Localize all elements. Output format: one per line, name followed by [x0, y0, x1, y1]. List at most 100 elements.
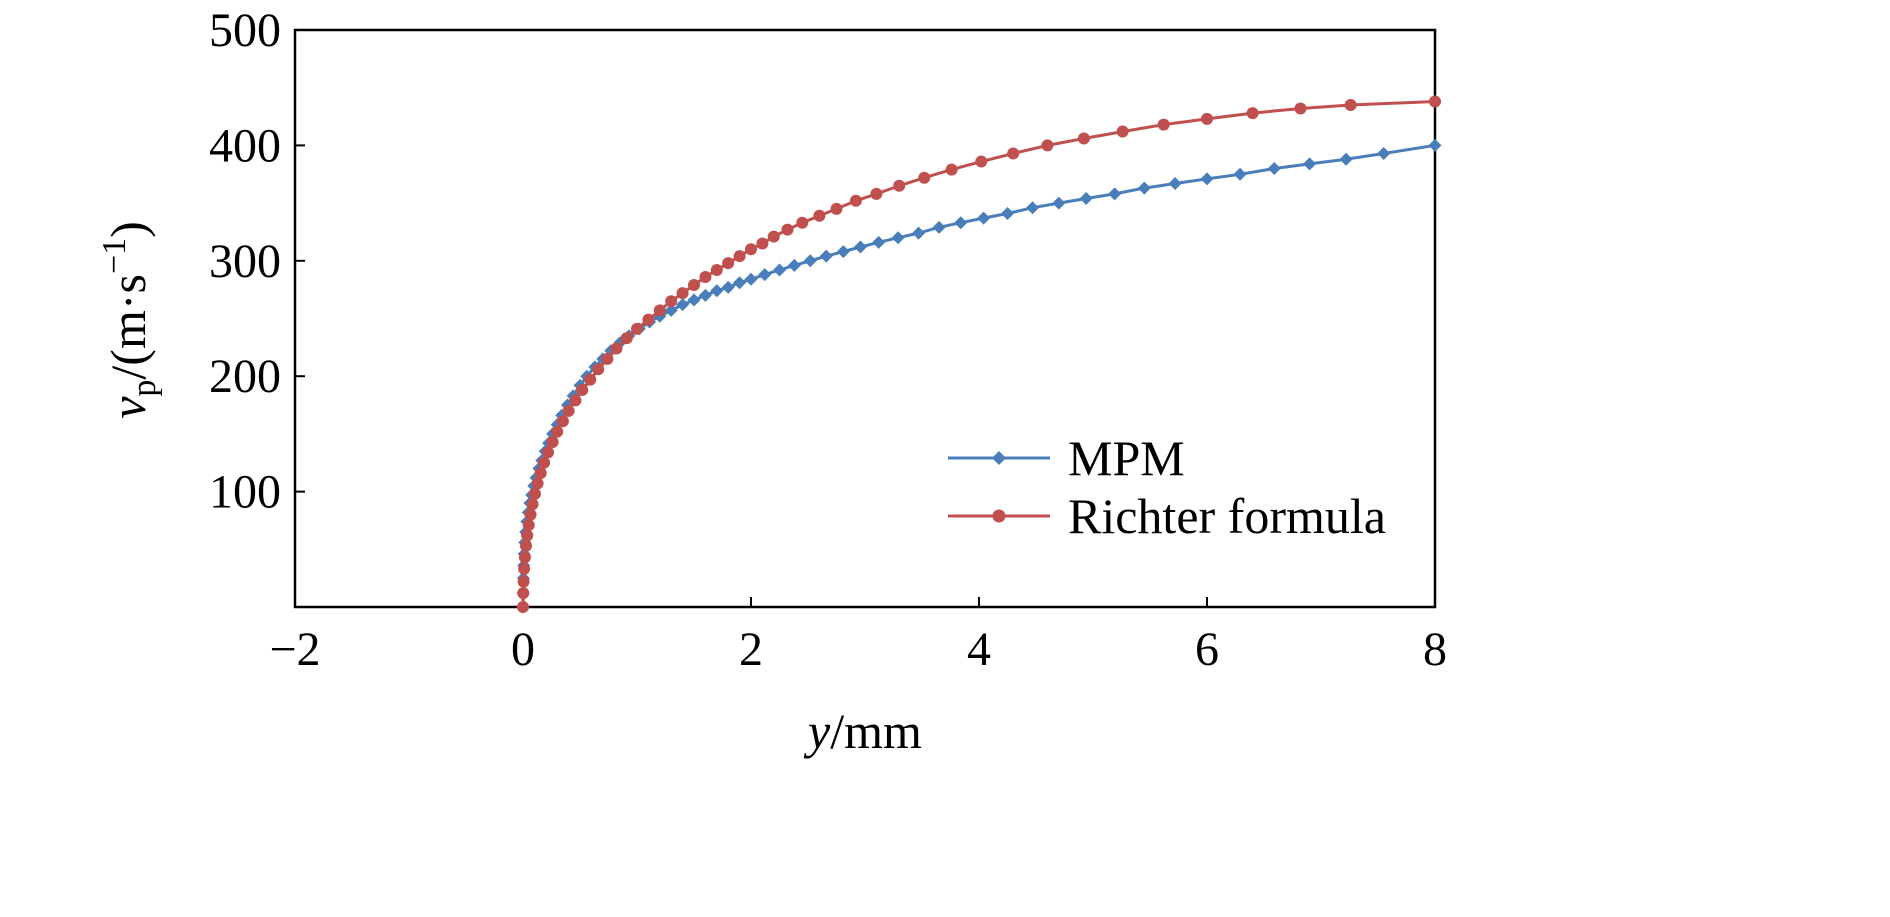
data-point-mpm: [803, 254, 817, 268]
data-point-richter-formula: [813, 209, 826, 222]
y-axis-sub: p: [126, 380, 163, 397]
legend-marker-richter: [992, 509, 1006, 523]
x-axis-unit: /mm: [830, 703, 922, 759]
y-tick-label: 300: [209, 235, 281, 288]
x-tick-label: 4: [967, 623, 991, 676]
data-point-richter-formula: [975, 155, 988, 168]
data-point-richter-formula: [1294, 102, 1307, 115]
data-point-richter-formula: [699, 270, 712, 283]
data-point-richter-formula: [542, 446, 555, 459]
data-point-mpm: [1001, 206, 1014, 220]
data-point-mpm: [1108, 187, 1122, 201]
data-point-richter-formula: [631, 322, 643, 335]
data-point-richter-formula: [601, 352, 614, 365]
data-point-richter-formula: [519, 539, 532, 552]
data-point-richter-formula: [534, 467, 547, 480]
data-point-mpm: [1137, 181, 1151, 195]
data-point-richter-formula: [517, 587, 530, 600]
data-point-richter-formula: [796, 216, 809, 229]
data-point-richter-formula: [518, 551, 531, 564]
data-point-mpm: [721, 280, 735, 294]
data-point-mpm: [1233, 167, 1247, 181]
data-point-richter-formula: [1007, 147, 1020, 160]
data-point-mpm: [977, 211, 991, 225]
x-tick-label: 6: [1195, 623, 1219, 676]
data-point-mpm: [1267, 161, 1281, 175]
data-point-richter-formula: [756, 237, 769, 250]
data-point-richter-formula: [556, 415, 569, 428]
data-point-mpm: [787, 258, 801, 272]
data-point-richter-formula: [620, 332, 633, 345]
axis-ticks: −2 0 2 4 6 8 100 200 300 400 500: [209, 4, 1447, 676]
data-point-mpm: [912, 226, 926, 240]
data-point-richter-formula: [1116, 125, 1129, 138]
series-richter-formula: [517, 95, 1441, 613]
data-point-richter-formula: [517, 575, 530, 588]
x-axis-var: y: [803, 703, 831, 759]
data-point-mpm: [733, 276, 747, 290]
data-point-richter-formula: [528, 487, 541, 500]
data-point-richter-formula: [870, 187, 883, 200]
data-point-richter-formula: [521, 529, 534, 542]
data-point-mpm: [836, 245, 850, 259]
legend-label-richter: Richter formula: [1068, 488, 1386, 544]
data-point-richter-formula: [830, 202, 843, 215]
data-point-mpm: [664, 303, 678, 317]
x-tick-label: 8: [1423, 623, 1447, 676]
data-point-mpm: [744, 272, 758, 286]
data-point-mpm: [773, 263, 786, 277]
data-point-mpm: [1168, 176, 1182, 190]
data-point-richter-formula: [642, 313, 655, 326]
data-point-richter-formula: [733, 250, 746, 263]
data-point-richter-formula: [1429, 95, 1441, 108]
data-point-richter-formula: [1201, 112, 1213, 125]
data-point-richter-formula: [781, 223, 794, 236]
data-point-richter-formula: [610, 342, 623, 355]
data-point-richter-formula: [551, 425, 564, 438]
y-axis-sup: −1: [96, 238, 133, 274]
data-point-mpm: [853, 240, 867, 254]
data-point-richter-formula: [849, 194, 862, 207]
data-point-richter-formula: [1344, 99, 1357, 112]
data-point-mpm: [687, 293, 701, 307]
data-point-richter-formula: [517, 601, 529, 613]
data-point-richter-formula: [653, 304, 666, 317]
data-point-richter-formula: [518, 562, 531, 575]
data-point-mpm: [1428, 138, 1442, 152]
data-point-richter-formula: [767, 230, 780, 243]
data-point-richter-formula: [562, 404, 575, 417]
data-point-richter-formula: [676, 287, 689, 300]
data-point-mpm: [819, 249, 833, 263]
y-axis-title: vp/(m·s−1): [96, 221, 163, 419]
data-point-richter-formula: [538, 456, 551, 469]
data-point-richter-formula: [688, 279, 700, 292]
data-point-mpm: [891, 231, 905, 245]
y-axis-unit-post: ): [100, 221, 156, 238]
data-point-mpm: [1339, 152, 1353, 166]
y-tick-label: 200: [209, 350, 281, 403]
data-point-richter-formula: [584, 373, 597, 386]
data-point-richter-formula: [1157, 118, 1170, 131]
data-point-richter-formula: [546, 435, 559, 448]
data-point-richter-formula: [893, 179, 906, 192]
data-point-richter-formula: [918, 171, 931, 184]
data-point-richter-formula: [524, 508, 537, 521]
data-point-richter-formula: [722, 257, 735, 270]
x-axis-title: y/mm: [803, 703, 922, 759]
data-point-richter-formula: [526, 498, 539, 511]
data-point-richter-formula: [522, 519, 535, 532]
x-tick-label: 2: [739, 623, 763, 676]
legend-label-mpm: MPM: [1068, 430, 1185, 486]
data-point-mpm: [710, 284, 724, 298]
data-point-mpm: [698, 288, 712, 302]
data-point-mpm: [676, 298, 690, 312]
legend-marker-mpm: [992, 451, 1006, 465]
data-point-mpm: [1052, 196, 1066, 210]
data-point-mpm: [758, 268, 772, 282]
data-point-mpm: [1200, 172, 1214, 186]
data-point-mpm: [954, 216, 968, 230]
data-point-richter-formula: [569, 394, 582, 407]
data-point-richter-formula: [531, 477, 544, 490]
data-point-mpm: [1303, 157, 1317, 171]
